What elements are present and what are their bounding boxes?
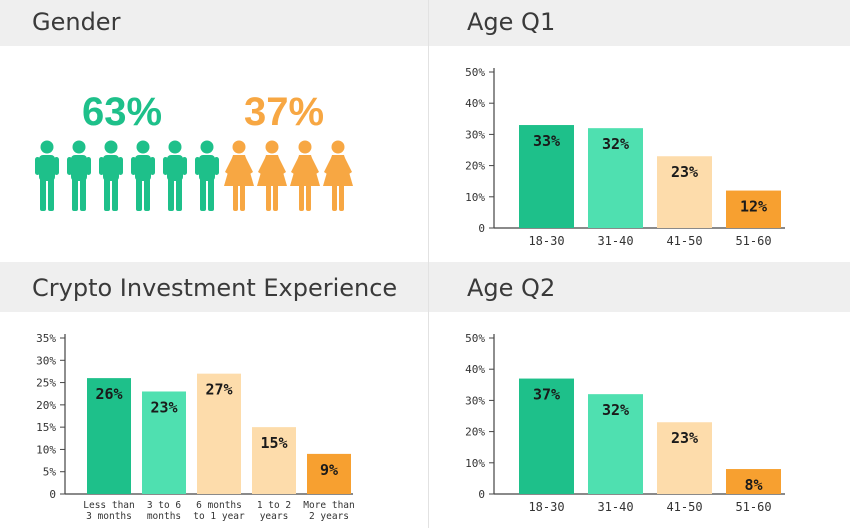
bar (307, 453, 351, 494)
data-label: 23% (150, 398, 177, 416)
gender-title: Gender (32, 8, 121, 36)
bar (726, 190, 781, 228)
bar (726, 469, 781, 494)
data-label: 23% (671, 163, 698, 181)
age-q2-header: Age Q2 (429, 262, 850, 312)
bar (252, 427, 296, 494)
x-tick-label: to 1 year (193, 511, 245, 522)
x-tick-label: 31-40 (597, 500, 633, 514)
male-percentage: 63% (82, 90, 163, 134)
y-tick-label: 20% (465, 160, 485, 173)
gender-header: Gender (0, 0, 428, 46)
y-tick-label: 30% (465, 394, 485, 407)
data-label: 9% (320, 461, 338, 479)
x-tick-label: 3 months (86, 511, 132, 522)
y-tick-label: 10% (465, 191, 485, 204)
x-tick-label: 41-50 (666, 234, 702, 248)
bar (588, 128, 643, 228)
x-tick-label: months (147, 511, 181, 522)
x-tick-label: 1 to 2 (257, 500, 291, 511)
data-label: 8% (744, 476, 762, 494)
female-person-icon (257, 140, 287, 211)
female-person-icon (323, 140, 353, 211)
bar (142, 391, 186, 494)
y-tick-label: 50% (465, 332, 485, 345)
bar (519, 378, 574, 494)
data-label: 12% (740, 198, 767, 216)
y-tick-label: 30% (36, 354, 56, 367)
data-label: 32% (602, 135, 629, 153)
age-q1-chart: 0 10% 20% 30% 40% 50% 33% 18-30 32% 31-40 23% 41-50… (465, 66, 785, 248)
y-tick-label: 35% (36, 332, 56, 345)
data-label: 37% (533, 386, 560, 404)
data-label: 15% (260, 434, 287, 452)
y-tick-label: 25% (36, 377, 56, 390)
x-tick-label: years (260, 511, 289, 522)
bar (87, 378, 131, 494)
female-person-icon (224, 140, 254, 211)
data-label: 23% (671, 429, 698, 447)
age-q2-title: Age Q2 (467, 274, 556, 302)
x-tick-label: 51-60 (735, 234, 771, 248)
age-q2-chart: 0 10% 20% 30% 40% 50% 37% 18-30 32% 31-40 23% 41-50… (465, 332, 785, 514)
crypto-title: Crypto Investment Experience (32, 274, 398, 302)
male-person-icon (131, 140, 155, 211)
x-tick-label: 31-40 (597, 234, 633, 248)
male-person-icon (35, 140, 59, 211)
x-tick-label: 18-30 (528, 234, 564, 248)
data-label: 33% (533, 132, 560, 150)
y-tick-label: 10% (465, 457, 485, 470)
x-tick-label: 18-30 (528, 500, 564, 514)
y-tick-label: 15% (36, 421, 56, 434)
bar (197, 373, 241, 494)
y-tick-label: 0 (49, 488, 56, 501)
y-tick-label: 20% (36, 399, 56, 412)
x-tick-label: 6 months (196, 500, 242, 511)
y-tick-label: 40% (465, 363, 485, 376)
bar (657, 422, 712, 494)
x-tick-label: 51-60 (735, 500, 771, 514)
age-q1-panel: Age Q1 0 10% 20% 30% 40% 50% 33% 18-30 32% 31-40 2… (429, 0, 850, 262)
female-person-icon (290, 140, 320, 211)
y-tick-label: 40% (465, 97, 485, 110)
bar (519, 125, 574, 228)
y-tick-label: 0 (478, 222, 485, 235)
data-label: 27% (205, 381, 232, 399)
x-tick-label: More than (303, 500, 354, 511)
x-tick-label: 3 to 6 (147, 500, 182, 511)
male-person-icon (99, 140, 123, 211)
y-tick-label: 10% (36, 443, 56, 456)
female-percentage: 37% (244, 90, 325, 134)
age-q2-panel: Age Q2 0 10% 20% 30% 40% 50% 37% 18-30 32% 31-40 2… (429, 262, 850, 528)
data-label: 32% (602, 401, 629, 419)
y-tick-label: 0 (478, 488, 485, 501)
gender-panel: Gender 63% 37% (0, 0, 428, 262)
bar (588, 394, 643, 494)
x-tick-label: 2 years (309, 511, 349, 522)
crypto-panel: Crypto Investment Experience 0 5% 10% 15% 20… (0, 262, 428, 528)
male-person-icon (163, 140, 187, 211)
age-q1-header: Age Q1 (429, 0, 850, 46)
vertical-divider (428, 0, 429, 528)
gender-icon-row (35, 140, 353, 211)
bar (657, 156, 712, 228)
y-tick-label: 5% (43, 466, 57, 479)
y-tick-label: 30% (465, 128, 485, 141)
age-q1-title: Age Q1 (467, 8, 556, 36)
data-label: 26% (95, 385, 122, 403)
y-tick-label: 50% (465, 66, 485, 79)
male-person-icon (195, 140, 219, 211)
crypto-header: Crypto Investment Experience (0, 262, 428, 312)
y-tick-label: 20% (465, 426, 485, 439)
male-person-icon (67, 140, 91, 211)
x-tick-label: Less than (83, 500, 134, 511)
x-tick-label: 41-50 (666, 500, 702, 514)
